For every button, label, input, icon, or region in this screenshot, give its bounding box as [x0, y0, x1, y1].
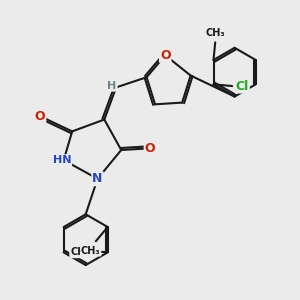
- Text: O: O: [35, 110, 45, 123]
- Text: Cl: Cl: [236, 80, 249, 92]
- Text: O: O: [145, 142, 155, 155]
- Text: CH₃: CH₃: [70, 248, 90, 257]
- Text: HN: HN: [53, 155, 71, 165]
- Text: CH₃: CH₃: [81, 246, 100, 256]
- Text: H: H: [107, 81, 117, 91]
- Text: N: N: [92, 172, 103, 185]
- Text: O: O: [160, 49, 170, 62]
- Text: CH₃: CH₃: [206, 28, 225, 38]
